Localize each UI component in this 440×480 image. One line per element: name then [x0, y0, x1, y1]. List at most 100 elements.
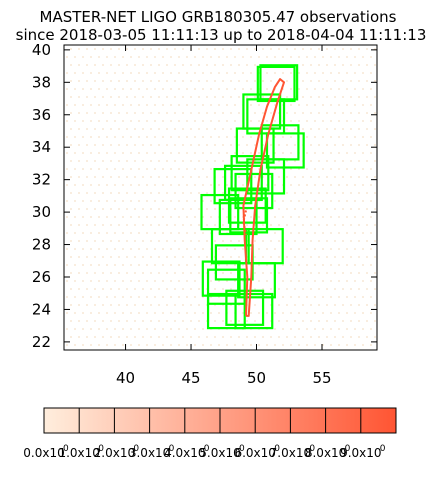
colorbar-label: 4.0x10 — [164, 446, 205, 460]
background-dot — [338, 248, 340, 250]
background-dot — [138, 328, 140, 330]
background-dot — [114, 296, 116, 298]
background-dot — [170, 232, 172, 234]
background-dot — [282, 312, 284, 314]
y-tick-label: 34 — [32, 138, 51, 156]
y-tick-label: 38 — [32, 73, 51, 91]
background-dot — [194, 328, 196, 330]
background-dot — [118, 48, 120, 50]
background-dot — [254, 64, 256, 66]
background-dot — [126, 96, 128, 98]
background-dot — [334, 256, 336, 258]
background-dot — [314, 184, 316, 186]
background-dot — [186, 328, 188, 330]
background-dot — [246, 80, 248, 82]
background-dot — [162, 56, 164, 58]
background-dot — [102, 96, 104, 98]
background-dot — [346, 296, 348, 298]
background-dot — [294, 272, 296, 274]
background-dot — [354, 296, 356, 298]
background-dot — [86, 256, 88, 258]
background-dot — [186, 56, 188, 58]
background-dot — [134, 224, 136, 226]
background-dot — [266, 248, 268, 250]
background-dot — [138, 152, 140, 154]
background-dot — [374, 64, 376, 66]
background-dot — [138, 264, 140, 266]
background-dot — [278, 176, 280, 178]
background-dot — [182, 272, 184, 274]
background-dot — [74, 200, 76, 202]
background-dot — [310, 336, 312, 338]
background-dot — [174, 176, 176, 178]
background-dot — [114, 232, 116, 234]
background-dot — [218, 120, 220, 122]
y-axis: 22 24 26 28 30 32 34 36 38 40 — [32, 41, 377, 351]
background-dot — [330, 136, 332, 138]
background-dot — [330, 232, 332, 234]
background-dot — [222, 320, 224, 322]
background-dot — [206, 128, 208, 130]
background-dot — [78, 256, 80, 258]
background-dot — [370, 200, 372, 202]
background-dot — [306, 232, 308, 234]
background-dot — [66, 72, 68, 74]
background-dot — [302, 192, 304, 194]
background-dot — [370, 120, 372, 122]
background-dot — [146, 216, 148, 218]
background-dot — [206, 256, 208, 258]
background-dot — [90, 296, 92, 298]
background-dot — [166, 304, 168, 306]
background-dot — [346, 312, 348, 314]
background-dot — [134, 128, 136, 130]
background-dot — [122, 232, 124, 234]
background-dot — [278, 288, 280, 290]
background-dot — [190, 128, 192, 130]
background-dot — [358, 272, 360, 274]
background-dot — [146, 200, 148, 202]
background-dot — [346, 280, 348, 282]
background-dot — [158, 256, 160, 258]
background-dot — [206, 224, 208, 226]
background-dot — [146, 280, 148, 282]
background-dot — [166, 224, 168, 226]
background-dot — [194, 136, 196, 138]
background-dot — [318, 176, 320, 178]
background-dot — [282, 344, 284, 346]
background-dot — [178, 296, 180, 298]
background-dot — [86, 224, 88, 226]
background-dot — [158, 160, 160, 162]
background-dot — [254, 288, 256, 290]
background-dot — [122, 280, 124, 282]
background-dot — [350, 112, 352, 114]
background-dot — [82, 88, 84, 90]
background-dot — [334, 288, 336, 290]
background-dot — [174, 272, 176, 274]
background-dot — [110, 240, 112, 242]
background-dot — [118, 112, 120, 114]
background-dot — [238, 64, 240, 66]
background-dot — [226, 72, 228, 74]
background-dot — [354, 312, 356, 314]
background-dot — [366, 336, 368, 338]
background-dot — [126, 176, 128, 178]
background-dot — [118, 128, 120, 130]
background-dot — [250, 312, 252, 314]
background-dot — [94, 256, 96, 258]
background-dot — [318, 48, 320, 50]
background-dot — [358, 224, 360, 226]
background-dot — [338, 344, 340, 346]
background-dot — [370, 328, 372, 330]
background-dot — [150, 128, 152, 130]
background-dot — [330, 264, 332, 266]
background-dot — [198, 208, 200, 210]
background-dot — [230, 272, 232, 274]
background-dot — [314, 312, 316, 314]
background-dot — [130, 136, 132, 138]
background-dot — [110, 144, 112, 146]
background-dot — [190, 112, 192, 114]
background-dot — [322, 104, 324, 106]
background-dot — [198, 240, 200, 242]
background-dot — [210, 344, 212, 346]
background-dot — [314, 88, 316, 90]
